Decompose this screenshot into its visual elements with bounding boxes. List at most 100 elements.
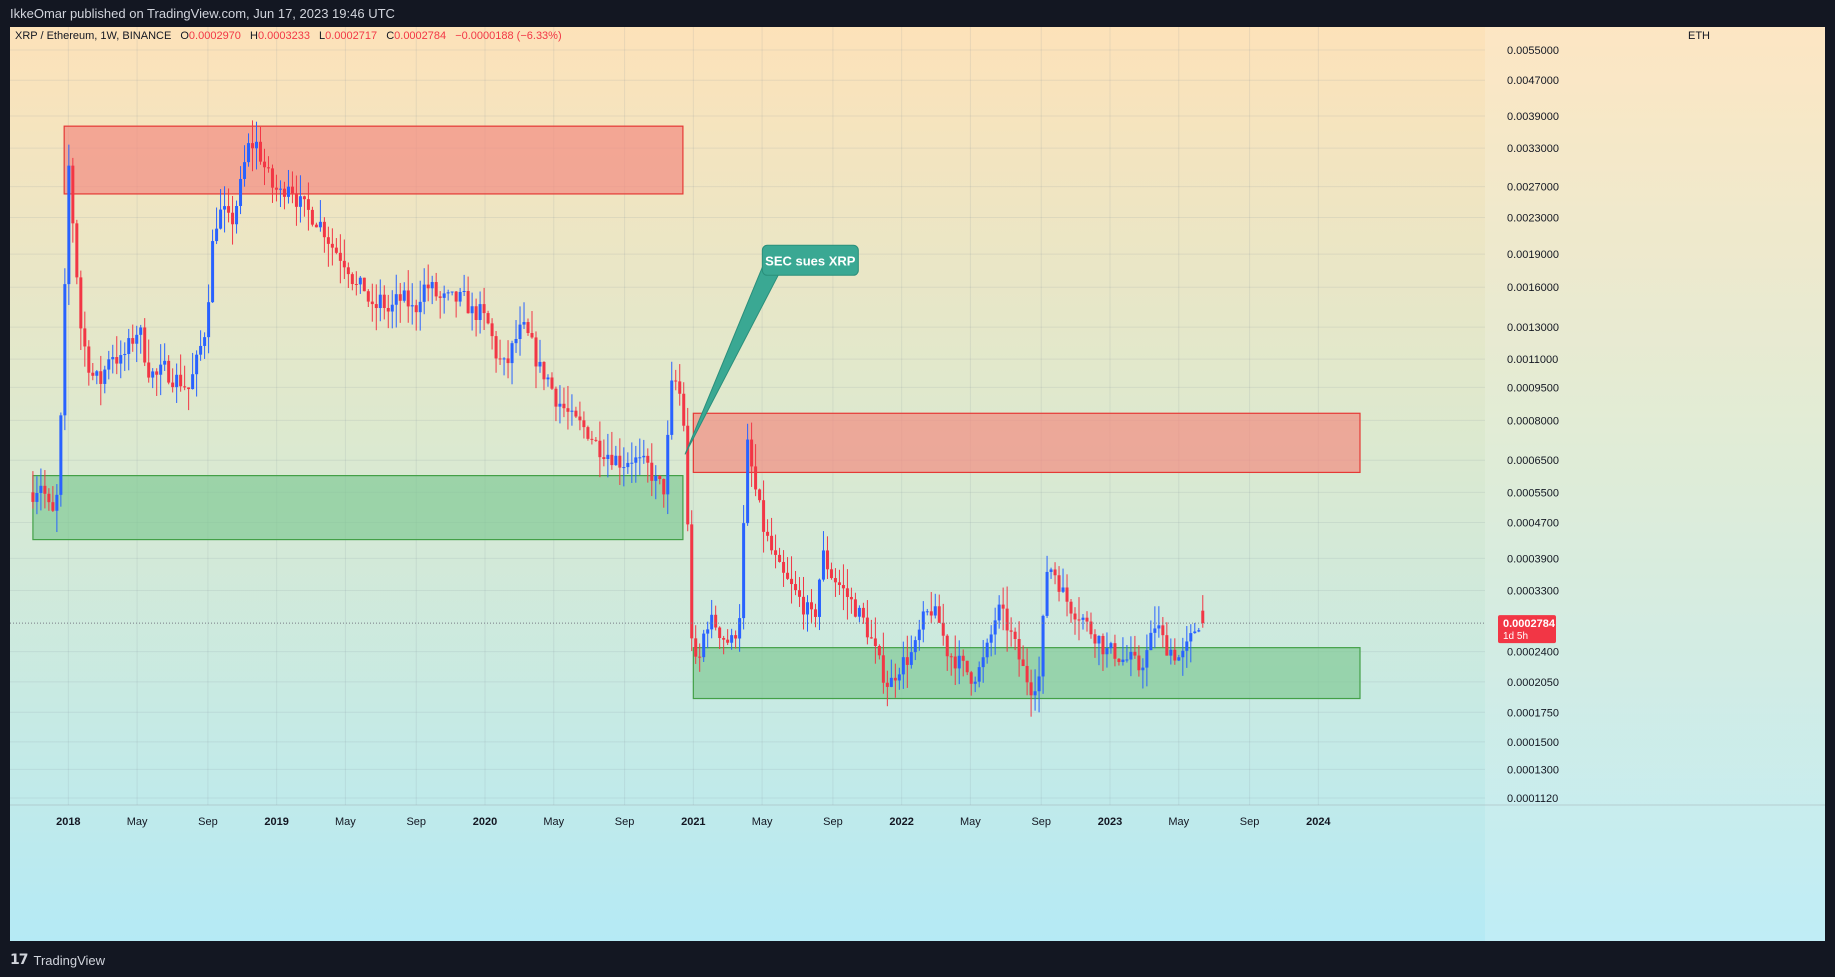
candle-body: [786, 572, 790, 579]
candle-body: [1101, 635, 1105, 655]
candle: [1049, 567, 1053, 579]
candle-body: [163, 360, 167, 365]
candle-body: [450, 291, 454, 293]
candle-body: [71, 165, 75, 224]
candle: [123, 342, 127, 371]
candle: [211, 229, 215, 303]
candle: [722, 635, 726, 655]
candle: [981, 639, 985, 683]
candle: [821, 531, 825, 582]
candle-body: [494, 336, 498, 359]
candle: [849, 587, 853, 614]
candle-body: [195, 354, 199, 375]
candle: [762, 480, 766, 553]
candle-body: [845, 588, 849, 597]
candle: [925, 608, 929, 616]
candle: [829, 562, 833, 580]
candle-body: [131, 338, 135, 344]
candle: [1041, 614, 1045, 694]
candle: [1073, 607, 1077, 635]
candle: [502, 357, 506, 376]
candle: [1053, 562, 1057, 585]
candle: [55, 484, 59, 533]
candle: [845, 569, 849, 620]
candle: [1153, 606, 1157, 649]
candle-body: [187, 387, 191, 390]
candle-body: [1013, 631, 1017, 640]
candle: [750, 422, 754, 487]
candle: [794, 570, 798, 596]
x-tick-label: Sep: [1031, 816, 1051, 828]
candle: [806, 595, 810, 632]
candle-body: [227, 206, 231, 213]
candle: [111, 344, 115, 374]
candle: [650, 443, 654, 497]
y-tick-label: 0.0001750: [1507, 707, 1559, 719]
candle-body: [941, 622, 945, 636]
candle: [103, 365, 107, 394]
candle: [1061, 568, 1065, 594]
candle: [546, 374, 550, 387]
candle-body: [782, 561, 786, 573]
candle: [526, 318, 530, 336]
candle: [997, 595, 1001, 629]
candle-body: [151, 371, 155, 378]
candle-body: [79, 277, 83, 329]
candle-body: [861, 607, 865, 618]
candle-body: [486, 313, 490, 324]
candle: [462, 274, 466, 296]
candle-body: [199, 345, 203, 355]
candle-body: [546, 377, 550, 380]
candle-body: [103, 369, 107, 384]
candle-body: [398, 294, 402, 301]
candle: [961, 649, 965, 677]
candles-layer: [31, 120, 1205, 717]
candle-body: [794, 584, 798, 591]
candle-body: [833, 578, 837, 583]
chart-container[interactable]: SEC sues XRP 0.0055000 0.0047000 0.0039000…: [10, 27, 1825, 941]
candle-body: [219, 209, 223, 229]
y-tick-label: 0.0047000: [1507, 75, 1559, 87]
candle: [865, 600, 869, 645]
candle-body: [1109, 643, 1113, 649]
candle: [889, 659, 893, 688]
candle: [718, 626, 722, 649]
candle: [1129, 636, 1133, 677]
candle-body: [430, 282, 434, 289]
candle: [1069, 599, 1073, 623]
last-price-badge: [1498, 615, 1556, 644]
candle-body: [290, 186, 294, 194]
candle-body: [813, 609, 817, 617]
candle-body: [35, 492, 39, 502]
candle: [398, 282, 402, 323]
candle-body: [913, 640, 917, 653]
candle-body: [362, 277, 366, 292]
price-chart[interactable]: SEC sues XRP 0.0055000 0.0047000 0.0039000…: [10, 27, 1825, 941]
brand-logo[interactable]: 17 TradingView: [10, 952, 105, 968]
candle-body: [933, 606, 937, 616]
candle: [95, 369, 99, 385]
candle: [434, 272, 438, 301]
candle-body: [1065, 587, 1069, 602]
candle-body: [518, 324, 522, 339]
candle: [754, 444, 758, 497]
candle-body: [207, 302, 211, 338]
candle-body: [334, 247, 338, 253]
candle-body: [1073, 613, 1077, 620]
candle: [99, 355, 103, 406]
candle-body: [853, 599, 857, 617]
candle: [231, 195, 235, 245]
candle-body: [1105, 648, 1109, 655]
candle-body: [869, 637, 873, 639]
candle: [31, 471, 35, 509]
candle: [490, 318, 494, 350]
candle-body: [578, 416, 582, 421]
candle: [235, 200, 239, 234]
candle-body: [1005, 608, 1009, 631]
candle: [626, 452, 630, 474]
candle-body: [442, 293, 446, 298]
candle-body: [147, 362, 151, 378]
candle-body: [1181, 650, 1185, 658]
candle-body: [314, 224, 318, 228]
candle-body: [626, 462, 630, 468]
